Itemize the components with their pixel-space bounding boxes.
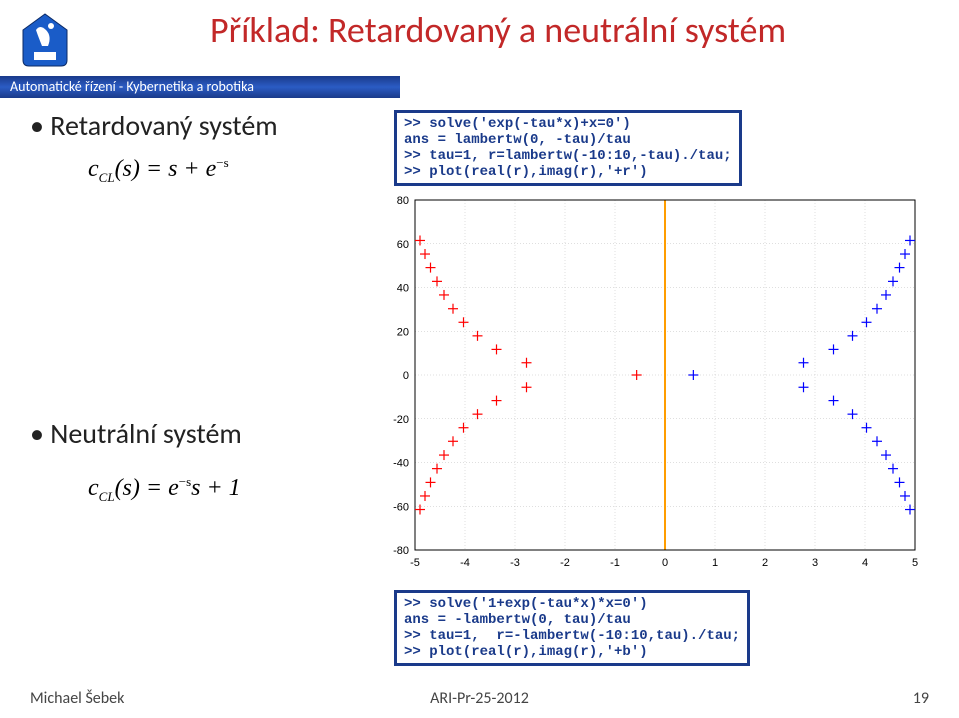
institution-logo (18, 6, 72, 70)
svg-text:-3: -3 (510, 557, 520, 569)
equation-1: cCL(s) = s + e−s (88, 155, 229, 186)
equation-2: cCL(s) = e−ss + 1 (88, 474, 241, 505)
svg-text:5: 5 (912, 557, 918, 569)
footer-course: ARI-Pr-25-2012 (0, 689, 959, 708)
bullet-neutral-system: Neutrální systém (30, 416, 242, 451)
root-locus-plot: -5 -4 -3 -2 -1 0 1 2 3 4 5 -80 -60 -40 -20 0 20 40 60 80 (375, 190, 925, 580)
svg-text:1: 1 (712, 557, 718, 569)
subtitle-text: Automatické řízení - Kybernetika a robot… (10, 76, 254, 98)
svg-text:-2: -2 (560, 557, 570, 569)
svg-text:20: 20 (397, 326, 409, 338)
svg-text:80: 80 (397, 195, 409, 207)
svg-text:4: 4 (862, 557, 868, 569)
svg-text:-60: -60 (393, 501, 409, 513)
svg-text:-80: -80 (393, 545, 409, 557)
svg-text:-20: -20 (393, 414, 409, 426)
slide-title: Příklad: Retardovaný a neutrální systém (210, 8, 786, 52)
svg-text:0: 0 (403, 370, 409, 382)
svg-text:-4: -4 (460, 557, 470, 569)
svg-text:-5: -5 (410, 557, 420, 569)
svg-text:0: 0 (662, 557, 668, 569)
svg-text:2: 2 (762, 557, 768, 569)
svg-text:-40: -40 (393, 458, 409, 470)
bullet-retarded-system: Retardovaný systém (30, 108, 278, 143)
svg-text:60: 60 (397, 239, 409, 251)
matlab-code-top: >> solve('exp(-tau*x)+x=0') ans = lamber… (394, 110, 742, 186)
svg-text:3: 3 (812, 557, 818, 569)
svg-text:40: 40 (397, 283, 409, 295)
svg-text:-1: -1 (610, 557, 620, 569)
matlab-code-bottom: >> solve('1+exp(-tau*x)*x=0') ans = -lam… (394, 590, 750, 666)
footer-page: 19 (913, 689, 929, 708)
